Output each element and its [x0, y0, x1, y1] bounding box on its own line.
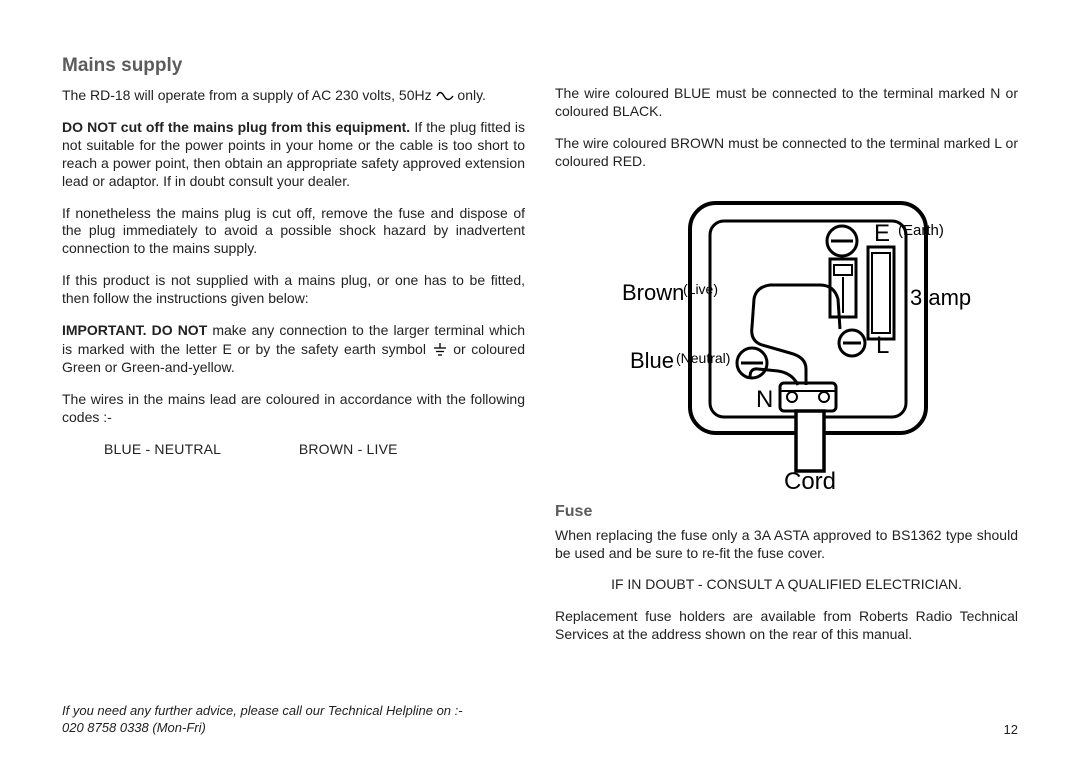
label-amp: 3 amp — [910, 285, 971, 310]
para-codes-intro: The wires in the mains lead are coloured… — [62, 391, 525, 427]
plug-diagram: E (Earth) Brown (Live) 3 amp L Blue (Neu… — [555, 185, 1018, 495]
label-neutral: (Neutral) — [676, 350, 730, 366]
para-important: IMPORTANT. DO NOT make any connection to… — [62, 322, 525, 377]
label-cord: Cord — [784, 468, 836, 495]
code-blue: BLUE - NEUTRAL — [104, 441, 221, 457]
para-brown-wire: The wire coloured BROWN must be connecte… — [555, 135, 1018, 171]
para-replacement: Replacement fuse holders are available f… — [555, 608, 1018, 644]
label-l: L — [876, 332, 889, 359]
sine-icon — [436, 89, 454, 107]
wire-codes: BLUE - NEUTRAL BROWN - LIVE — [104, 441, 525, 459]
para-blue-wire: The wire coloured BLUE must be connected… — [555, 85, 1018, 121]
right-column: The wire coloured BLUE must be connected… — [555, 55, 1018, 658]
bold-text: DO NOT cut off the mains plug from this … — [62, 119, 410, 135]
bold-text: IMPORTANT. DO NOT — [62, 322, 207, 338]
helpline-line1: If you need any further advice, please c… — [62, 703, 463, 718]
label-n: N — [756, 386, 773, 413]
label-brown: Brown — [622, 280, 684, 305]
para-nomains: If this product is not supplied with a m… — [62, 272, 525, 308]
code-brown: BROWN - LIVE — [299, 441, 398, 457]
page-footer: If you need any further advice, please c… — [62, 702, 1018, 737]
label-e: E — [874, 220, 890, 247]
label-earth: (Earth) — [898, 222, 944, 239]
para-supply: The RD-18 will operate from a supply of … — [62, 87, 525, 105]
text: The RD-18 will operate from a supply of … — [62, 87, 436, 103]
para-fuse: When replacing the fuse only a 3A ASTA a… — [555, 527, 1018, 563]
page-number: 12 — [1004, 722, 1018, 737]
text: only. — [454, 87, 486, 103]
para-doubt: IF IN DOUBT - CONSULT A QUALIFIED ELECTR… — [555, 576, 1018, 594]
earth-icon — [432, 343, 448, 362]
heading-fuse: Fuse — [555, 503, 1018, 521]
para-cutoff: If nonetheless the mains plug is cut off… — [62, 205, 525, 259]
helpline-text: If you need any further advice, please c… — [62, 702, 463, 737]
heading-mains: Mains supply — [62, 55, 525, 77]
para-donot-cut: DO NOT cut off the mains plug from this … — [62, 119, 525, 191]
helpline-line2: 020 8758 0338 (Mon-Fri) — [62, 720, 206, 735]
label-blue: Blue — [630, 348, 674, 373]
left-column: Mains supply The RD-18 will operate from… — [62, 55, 525, 658]
label-live: (Live) — [683, 281, 718, 297]
